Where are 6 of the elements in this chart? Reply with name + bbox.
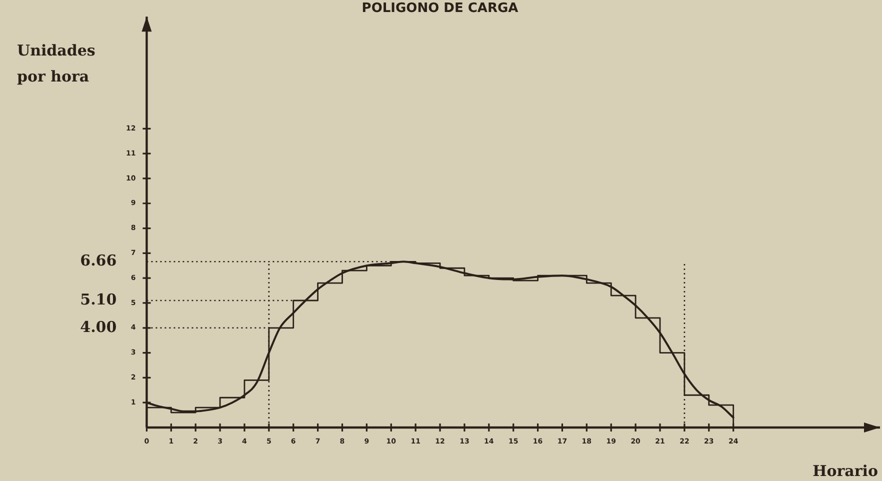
y-axis-title: Unidades por hora (17, 41, 96, 86)
ref-line-label: 4.00 (80, 318, 117, 336)
chart-title: POLIGONO DE CARGA (362, 1, 518, 16)
ref-line-label: 6.66 (80, 252, 117, 270)
ref-line-label: 5.10 (80, 290, 117, 308)
x-axis-title: Horario (812, 462, 878, 480)
